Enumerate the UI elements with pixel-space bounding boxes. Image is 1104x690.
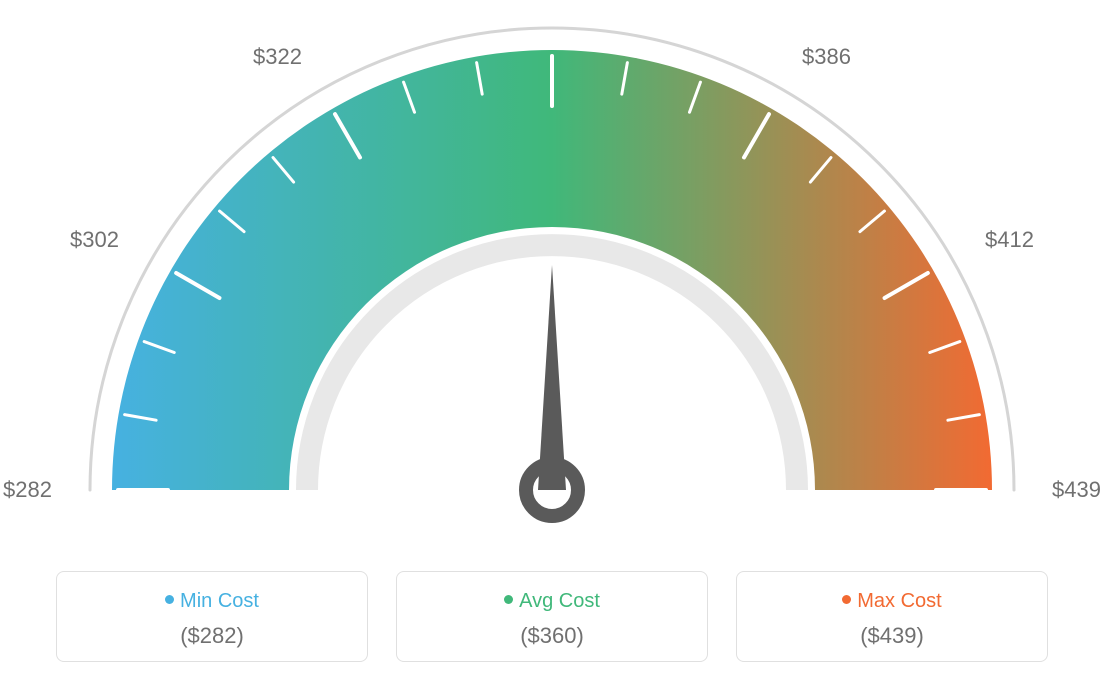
gauge-tick-label: $360 [528, 0, 577, 3]
legend-label-avg: Avg Cost [519, 590, 600, 612]
gauge-tick-label: $302 [70, 227, 119, 253]
legend-value-max: ($439) [745, 623, 1039, 649]
legend-row: Min Cost ($282) Avg Cost ($360) Max Cost… [56, 571, 1048, 662]
legend-card-min: Min Cost ($282) [56, 571, 368, 662]
gauge-svg [0, 0, 1104, 560]
legend-label-max: Max Cost [857, 590, 941, 612]
legend-title-max: Max Cost [842, 590, 941, 613]
legend-card-avg: Avg Cost ($360) [396, 571, 708, 662]
legend-title-min: Min Cost [165, 590, 259, 613]
gauge-tick-label: $412 [985, 227, 1034, 253]
legend-title-avg: Avg Cost [504, 590, 600, 613]
cost-gauge: $282 $302 $322 $360 $386 $412 $439 [0, 0, 1104, 560]
legend-dot-avg [504, 595, 513, 604]
legend-card-max: Max Cost ($439) [736, 571, 1048, 662]
gauge-tick-label: $386 [802, 44, 851, 70]
legend-label-min: Min Cost [180, 590, 259, 612]
legend-value-min: ($282) [65, 623, 359, 649]
gauge-tick-label: $322 [253, 44, 302, 70]
legend-value-avg: ($360) [405, 623, 699, 649]
legend-dot-min [165, 595, 174, 604]
gauge-tick-label: $439 [1052, 477, 1101, 503]
gauge-tick-label: $282 [3, 477, 52, 503]
legend-dot-max [842, 595, 851, 604]
